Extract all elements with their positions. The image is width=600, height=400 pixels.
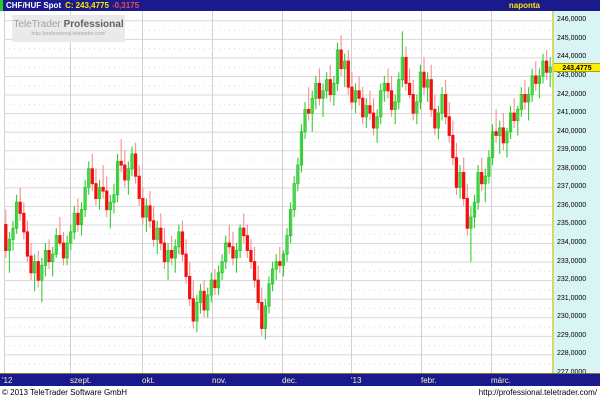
date-axis-tick: szept. <box>70 376 92 385</box>
date-axis[interactable]: '12 szept. okt. nov. dec. '13 febr. márc. <box>0 373 600 386</box>
price-axis[interactable]: 243,4775 246,0000 245,0000 244,0000 243,000… <box>552 11 600 373</box>
close-label: C: <box>65 1 74 10</box>
price-axis-tick: 234,0000 <box>557 239 587 247</box>
price-axis-tick: 237,0000 <box>557 183 587 191</box>
chart-footer: © 2013 TeleTrader Software GmbH http://p… <box>0 386 600 400</box>
date-axis-tick: nov. <box>212 376 227 385</box>
price-axis-tick: 236,0000 <box>557 201 587 209</box>
price-axis-tick: 227,0000 <box>557 369 587 373</box>
watermark-brand-light: TeleTrader <box>13 19 64 30</box>
interval-label: naponta <box>508 1 540 10</box>
copyright-text: © 2013 TeleTrader Software GmbH <box>2 388 128 397</box>
close-value: 243,4775 <box>75 1 109 10</box>
watermark-brand: TeleTrader Professional <box>13 19 123 31</box>
price-axis-tick: 246,0000 <box>557 16 587 24</box>
date-axis-tick: '13 <box>351 376 362 385</box>
change-value: -0,3175 <box>111 1 140 10</box>
price-axis-tick: 241,0000 <box>557 109 587 117</box>
date-axis-tick: febr. <box>421 376 437 385</box>
chart-title-bar: CHF/HUF Spot C: 243,4775 -0,3175 naponta <box>0 0 600 11</box>
date-axis-tick: '12 <box>2 376 13 385</box>
watermark-brand-bold: Professional <box>63 19 124 30</box>
price-axis-tick: 242,0000 <box>557 90 587 98</box>
candlestick-series <box>4 31 552 340</box>
price-axis-tick: 238,0000 <box>557 164 587 172</box>
teletrader-watermark: TeleTrader Professional http://professio… <box>12 15 125 42</box>
date-axis-tick: dec. <box>282 376 298 385</box>
price-axis-tick: 245,0000 <box>557 34 587 42</box>
price-axis-tick: 231,0000 <box>557 294 587 302</box>
chart-plot-area[interactable]: TeleTrader Professional http://professio… <box>4 11 552 373</box>
price-axis-tick: 240,0000 <box>557 127 587 135</box>
price-axis-tick: 229,0000 <box>557 331 587 339</box>
instrument-symbol: CHF/HUF Spot <box>6 1 62 10</box>
footer-url: http://professional.teletrader.com/ <box>478 388 597 397</box>
price-axis-tick: 232,0000 <box>557 276 587 284</box>
price-axis-tick: 243,0000 <box>557 71 587 79</box>
date-axis-tick: okt. <box>142 376 155 385</box>
price-axis-tick: 230,0000 <box>557 313 587 321</box>
price-axis-tick: 228,0000 <box>557 350 587 358</box>
watermark-url: http://professional.teletrader.com/ <box>31 31 106 37</box>
price-axis-tick: 235,0000 <box>557 220 587 228</box>
date-axis-tick: márc. <box>491 376 511 385</box>
price-axis-tick: 233,0000 <box>557 257 587 265</box>
chart-gridlines <box>4 11 552 373</box>
price-axis-tick: 244,0000 <box>557 53 587 61</box>
price-axis-tick: 239,0000 <box>557 146 587 154</box>
current-price-marker: 243,4775 <box>554 62 600 72</box>
title-accent-bar <box>0 0 3 11</box>
